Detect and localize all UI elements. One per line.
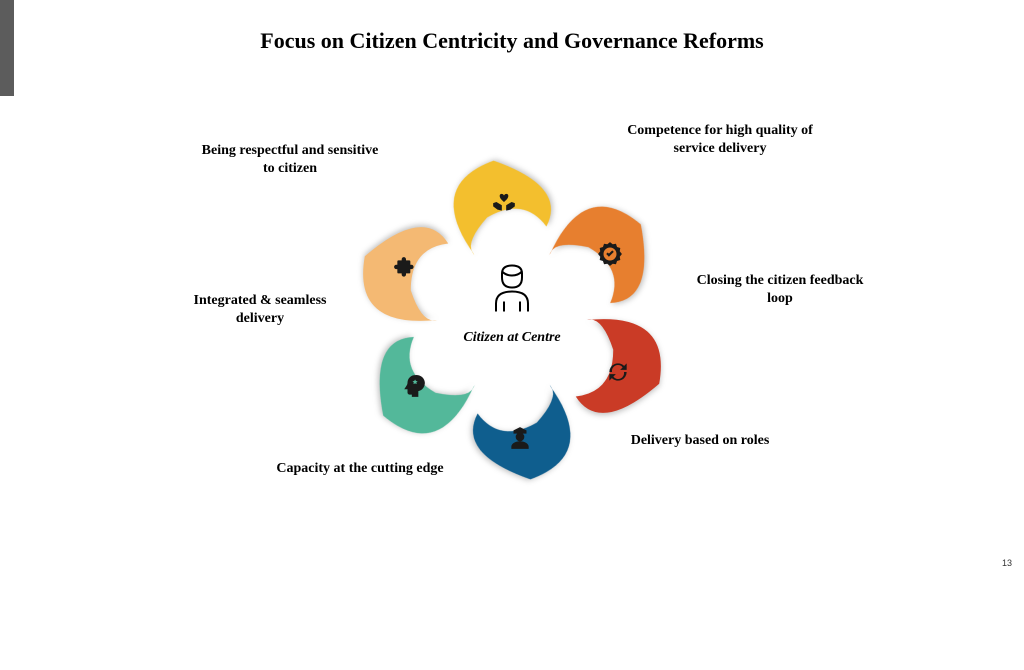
page-number: 13 <box>1002 558 1012 568</box>
petal-label-5: Being respectful and sensitive to citize… <box>195 142 385 177</box>
hands-heart-icon <box>491 189 517 220</box>
citizen-icon <box>488 262 536 319</box>
center-label: Citizen at Centre <box>463 330 560 346</box>
